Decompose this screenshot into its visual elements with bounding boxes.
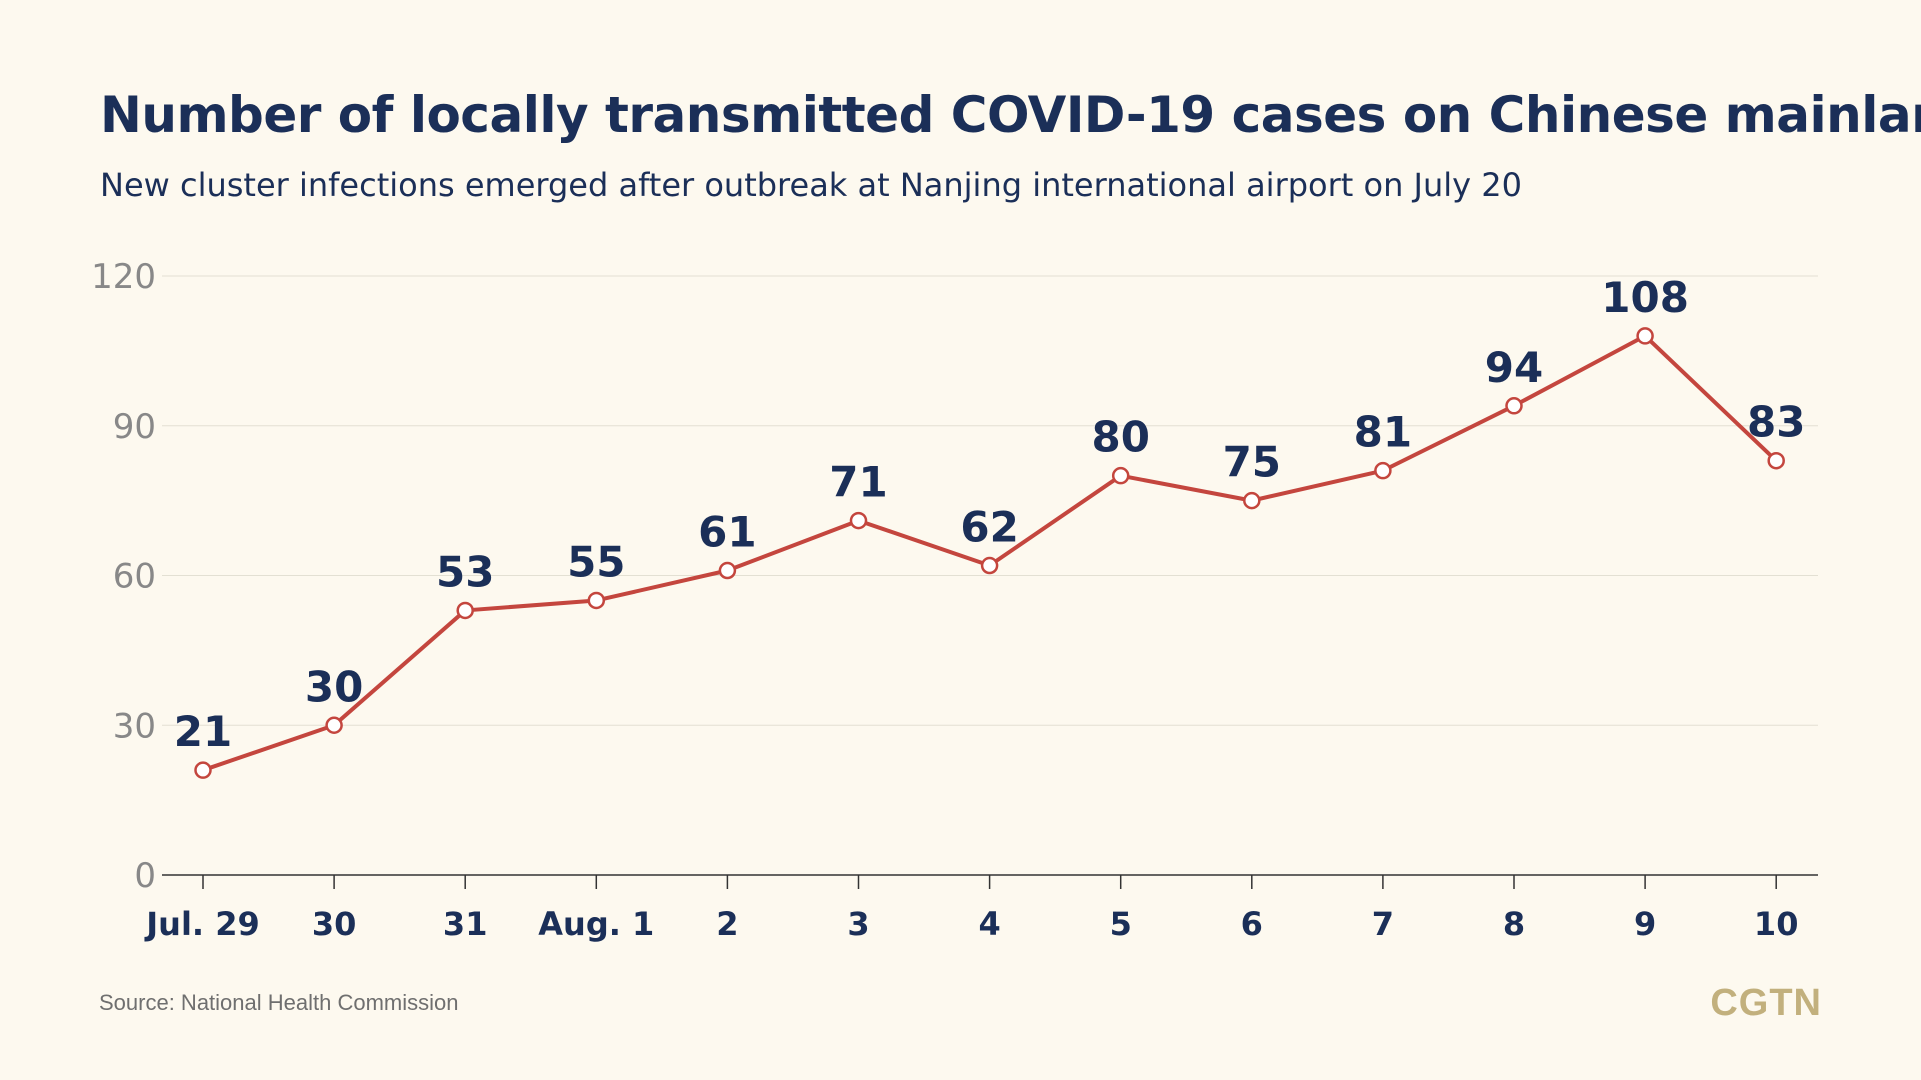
data-point xyxy=(1374,461,1392,480)
data-label: 94 xyxy=(1485,343,1543,392)
data-point xyxy=(849,511,868,530)
data-label: 81 xyxy=(1354,408,1412,457)
data-point xyxy=(718,561,737,580)
data-point xyxy=(587,591,606,610)
data-point xyxy=(1767,451,1785,470)
x-tick-label: 4 xyxy=(978,905,1000,943)
chart-title: Number of locally transmitted COVID-19 c… xyxy=(100,86,1921,144)
y-tick-label: 60 xyxy=(113,557,156,597)
y-tick-label: 30 xyxy=(113,706,156,746)
x-tick-label: 10 xyxy=(1754,905,1799,943)
x-tick-label: 5 xyxy=(1110,905,1132,943)
data-point xyxy=(980,556,999,575)
data-label: 108 xyxy=(1601,273,1689,322)
y-tick-label: 120 xyxy=(91,257,156,297)
y-tick-label: 0 xyxy=(134,856,156,896)
y-axis-tick-labels: 0 30 60 90 120 xyxy=(91,257,156,896)
x-tick-label: 9 xyxy=(1634,905,1656,943)
cgtn-logo: CGTN xyxy=(1710,982,1822,1024)
x-tick-label: 7 xyxy=(1372,905,1394,943)
data-point xyxy=(1243,491,1261,510)
data-point xyxy=(1636,327,1654,345)
data-labels: 21 30 53 55 61 71 62 80 75 81 94 108 83 xyxy=(174,273,1806,756)
data-label: 55 xyxy=(567,537,625,586)
source-note: Source: National Health Commission xyxy=(99,990,459,1015)
data-label: 71 xyxy=(829,458,887,507)
data-label: 30 xyxy=(305,662,363,711)
x-tick-label: 6 xyxy=(1241,905,1263,943)
data-point xyxy=(325,716,343,734)
chart-subtitle: New cluster infections emerged after out… xyxy=(100,166,1522,204)
data-label: 53 xyxy=(436,547,494,596)
x-tick-label: 31 xyxy=(443,905,488,943)
data-label: 61 xyxy=(698,508,756,557)
x-tick-label: 30 xyxy=(312,905,357,943)
data-label: 83 xyxy=(1747,398,1805,447)
data-point xyxy=(194,761,212,779)
data-point xyxy=(1505,397,1523,415)
y-tick-label: 90 xyxy=(113,407,156,447)
data-label: 21 xyxy=(174,707,232,756)
data-points xyxy=(194,327,1785,779)
x-tick-label: 8 xyxy=(1503,905,1525,943)
data-label: 62 xyxy=(960,503,1018,552)
x-axis xyxy=(162,874,1818,889)
x-tick-label: Jul. 29 xyxy=(144,905,259,943)
data-point xyxy=(456,601,474,620)
data-label: 80 xyxy=(1091,413,1149,462)
x-axis-tick-labels: Jul. 29 30 31 Aug. 1 2 3 4 5 6 7 8 9 10 xyxy=(144,905,1798,943)
x-tick-label: 2 xyxy=(716,905,738,943)
x-tick-label: Aug. 1 xyxy=(538,905,654,943)
data-point xyxy=(1111,466,1130,485)
x-tick-label: 3 xyxy=(847,905,869,943)
data-label: 75 xyxy=(1223,438,1281,487)
gridlines xyxy=(162,275,1818,726)
